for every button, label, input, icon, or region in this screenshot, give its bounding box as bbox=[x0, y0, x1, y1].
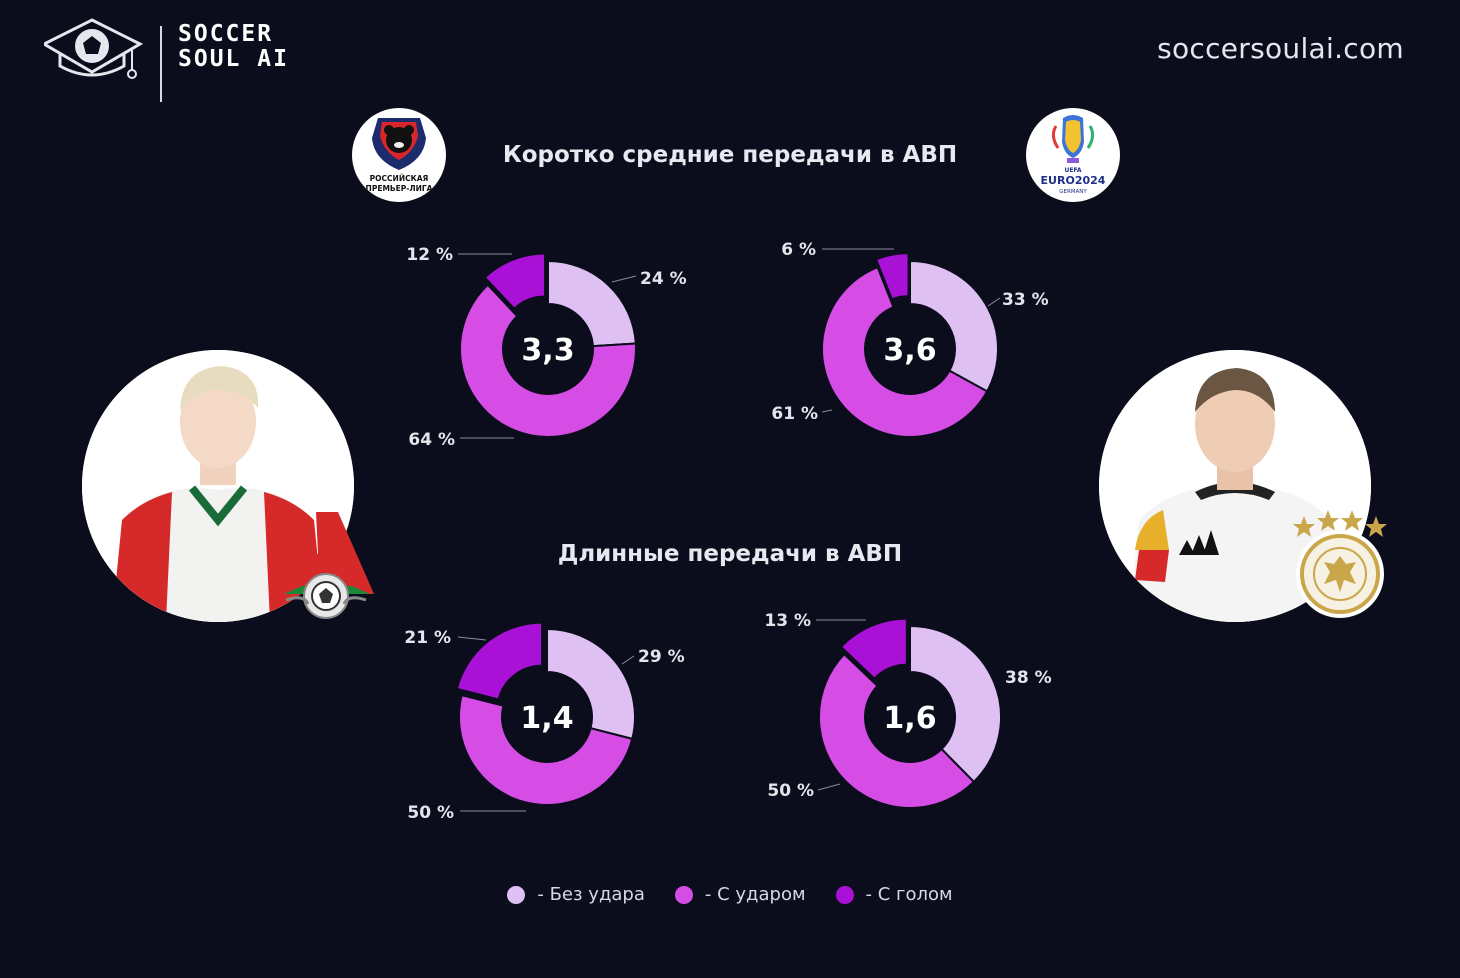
donut-chart-3: 1,4 29 % 50 % 21 % bbox=[404, 621, 685, 823]
donut-segment-с-ударом bbox=[459, 283, 637, 438]
brand-logo: SOCCER SOUL AI bbox=[40, 14, 304, 102]
data-label: 50 % bbox=[767, 781, 814, 801]
legend-item-with-shot: - С ударом bbox=[671, 884, 810, 905]
brand-line-1: SOCCER bbox=[178, 21, 274, 47]
bear-icon: РОССИЙСКАЯ ПРЕМЬЕР-ЛИГА bbox=[366, 118, 433, 193]
donut-segment-с-голом bbox=[874, 252, 910, 301]
data-label: 33 % bbox=[1002, 290, 1049, 310]
lokomotiv-club-icon bbox=[280, 512, 374, 619]
brand-line-2: SOUL AI bbox=[178, 46, 289, 72]
data-label: 50 % bbox=[407, 803, 454, 823]
dfb-club-icon bbox=[1293, 510, 1387, 618]
trophy-icon: UEFA EURO2024 GERMANY bbox=[1041, 115, 1106, 195]
donut-segment-с-ударом bbox=[818, 652, 976, 809]
data-label-leader-line bbox=[621, 655, 635, 665]
donut-segment-без-удара bbox=[909, 259, 999, 393]
section-title-long: Длинные передачи в АВП bbox=[557, 541, 903, 567]
euro2024-badge: UEFA EURO2024 GERMANY bbox=[1026, 108, 1120, 202]
legend-dot-with-goal bbox=[835, 885, 854, 904]
donut-segment-с-ударом bbox=[821, 265, 989, 438]
badge-text-2: ПРЕМЬЕР-ЛИГА bbox=[366, 184, 433, 193]
data-label-leader-line bbox=[987, 297, 1001, 307]
donut-segment-без-удара bbox=[546, 627, 636, 741]
rpl-league-badge: РОССИЙСКАЯ ПРЕМЬЕР-ЛИГА bbox=[352, 108, 446, 202]
legend-label-with-shot: - С ударом bbox=[704, 884, 806, 905]
data-label-leader-line bbox=[821, 409, 833, 413]
data-label-leader-line bbox=[611, 275, 637, 283]
donut-center-value: 3,6 bbox=[883, 333, 936, 368]
legend-dot-no-shot bbox=[507, 885, 526, 904]
badge-euro: EURO2024 bbox=[1041, 174, 1106, 187]
brand-name: SOCCER SOUL AI bbox=[178, 22, 289, 72]
data-label: 21 % bbox=[404, 628, 451, 648]
legend-item-no-shot: - Без удара bbox=[503, 884, 649, 905]
data-label: 12 % bbox=[406, 245, 453, 265]
badge-text-1: РОССИЙСКАЯ bbox=[370, 174, 429, 183]
donut-center-value: 1,6 bbox=[883, 701, 936, 736]
legend-label-with-goal: - С голом bbox=[865, 884, 953, 905]
donut-center-value: 3,3 bbox=[521, 333, 574, 368]
donut-chart-2: 3,6 33 % 61 % 6 % bbox=[771, 240, 1049, 438]
data-label: 29 % bbox=[638, 647, 685, 667]
data-label: 38 % bbox=[1005, 668, 1052, 688]
donut-chart-4: 1,6 38 % 50 % 13 % bbox=[764, 611, 1052, 809]
badge-uefa: UEFA bbox=[1064, 167, 1081, 174]
donut-center-value: 1,4 bbox=[520, 701, 573, 736]
badge-germany: GERMANY bbox=[1059, 189, 1087, 195]
data-label: 24 % bbox=[640, 269, 687, 289]
donut-chart-1: 3,3 24 % 64 % 12 % bbox=[406, 245, 686, 450]
legend-item-with-goal: - С голом bbox=[832, 884, 957, 905]
site-url[interactable]: soccersoulai.com bbox=[1157, 32, 1404, 65]
data-label-leader-line bbox=[817, 783, 841, 791]
donut-segment-с-голом bbox=[839, 617, 908, 680]
data-label: 6 % bbox=[781, 240, 816, 260]
data-label: 61 % bbox=[771, 404, 818, 424]
logo-divider bbox=[160, 26, 162, 102]
donut-segment-с-голом bbox=[483, 252, 547, 311]
graduation-ball-icon bbox=[40, 18, 144, 79]
data-label: 64 % bbox=[408, 430, 455, 450]
legend-label-no-shot: - Без удара bbox=[537, 884, 645, 905]
section-title-short: Коротко средние передачи в АВП bbox=[502, 142, 958, 168]
donut-segment-без-удара bbox=[909, 624, 1002, 784]
donut-segment-с-голом bbox=[455, 621, 544, 701]
legend: - Без удара - С ударом - С голом bbox=[0, 884, 1460, 905]
data-label: 13 % bbox=[764, 611, 811, 631]
legend-dot-with-shot bbox=[674, 885, 693, 904]
data-label-leader-line bbox=[457, 636, 487, 641]
donut-segment-с-ударом bbox=[457, 693, 634, 807]
